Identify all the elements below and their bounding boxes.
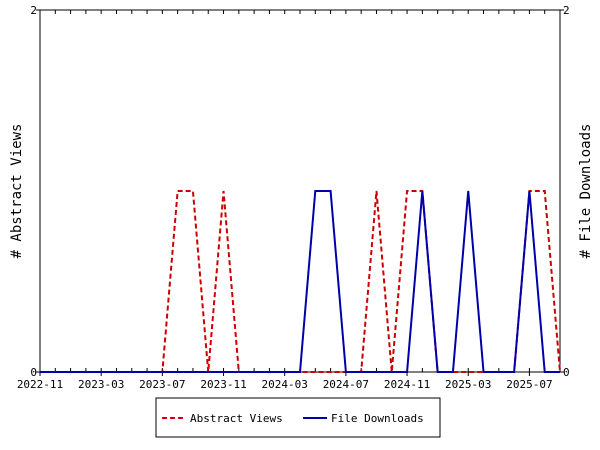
y-right-tick-label: 0 <box>563 366 570 379</box>
x-tick-label: 2023-07 <box>139 378 185 391</box>
series-lines <box>40 190 561 373</box>
legend: Abstract Views File Downloads <box>155 397 441 438</box>
y-axis-right-title: # File Downloads <box>578 124 594 259</box>
x-tick-label: 2024-03 <box>262 378 308 391</box>
y-right-tick-label: 2 <box>563 4 570 17</box>
legend-label-abstract-views: Abstract Views <box>190 412 283 425</box>
y-left-tick-label: 0 <box>30 366 37 379</box>
x-tick-label: 2025-07 <box>506 378 552 391</box>
x-tick-label: 2024-11 <box>384 378 430 391</box>
x-tick-label: 2025-03 <box>445 378 491 391</box>
x-tick-label: 2024-07 <box>323 378 369 391</box>
plot-frame <box>39 9 561 373</box>
x-tick-label: 2023-11 <box>200 378 246 391</box>
y-axis-left-title: # Abstract Views <box>9 124 25 259</box>
plot-area: 2022-11 2023-03 2023-07 2023-11 2024-03 2024-… <box>17 4 570 391</box>
legend-box <box>155 397 441 438</box>
y-axis-left: 02 <box>30 4 40 379</box>
series-line-abstract-views <box>40 190 561 373</box>
x-tick-label: 2023-03 <box>78 378 124 391</box>
x-axis: 2022-11 2023-03 2023-07 2023-11 2024-03 2024-… <box>17 10 561 391</box>
y-left-tick-label: 2 <box>30 4 37 17</box>
x-tick-label: 2022-11 <box>17 378 63 391</box>
y-axis-right: 02 <box>560 4 570 379</box>
series-line-file-downloads <box>40 190 560 373</box>
legend-label-file-downloads: File Downloads <box>331 412 424 425</box>
